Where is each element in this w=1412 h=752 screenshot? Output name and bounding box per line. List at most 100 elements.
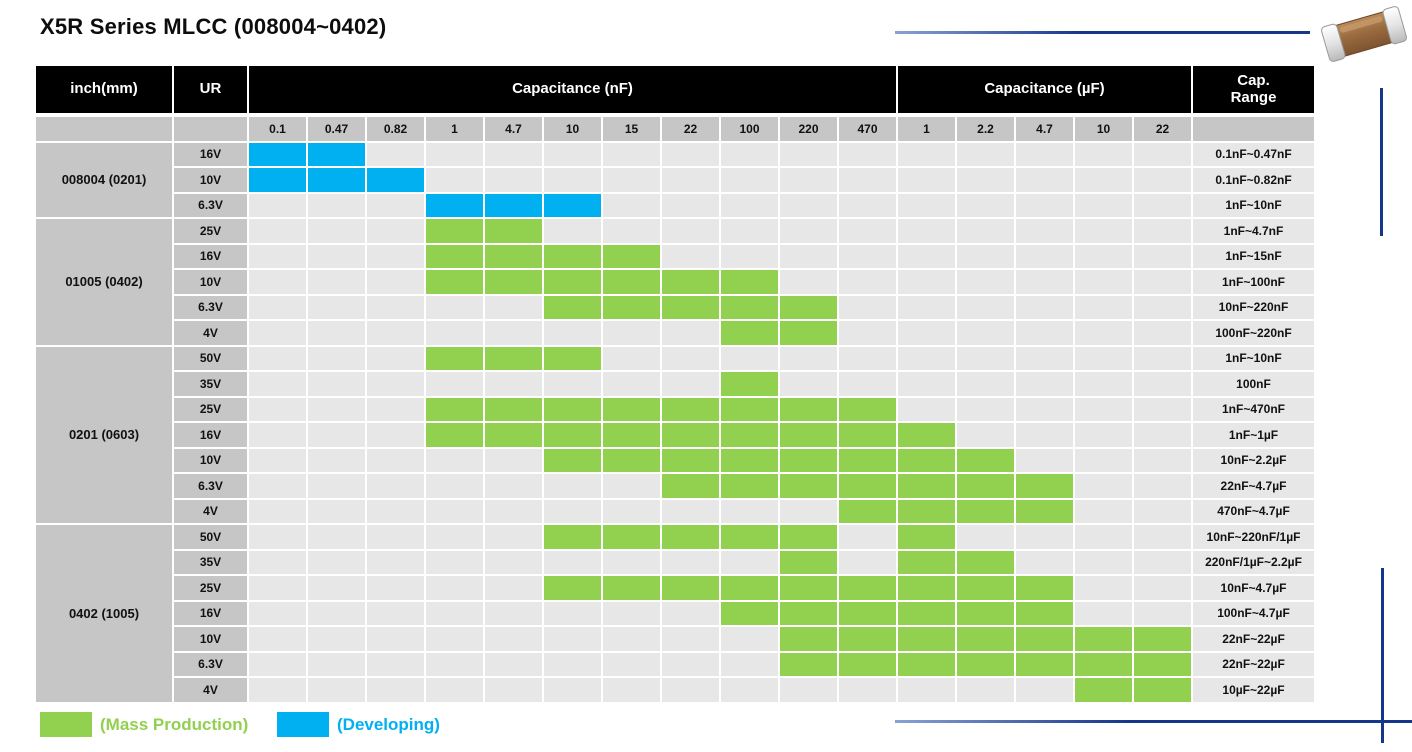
subheader-value-cell: 1 xyxy=(426,117,483,141)
cap-range-cell: 22nF~22µF xyxy=(1193,652,1314,676)
matrix-cell-mass-production xyxy=(957,448,1014,472)
matrix-cell-empty xyxy=(957,168,1014,192)
matrix-cell-empty xyxy=(544,601,601,625)
ur-cell: 10V xyxy=(174,168,247,192)
matrix-cell-mass-production xyxy=(603,423,660,447)
capacitance-table: inch(mm) UR Capacitance (nF) Capacitance… xyxy=(36,66,1314,702)
matrix-cell-empty xyxy=(367,397,424,421)
matrix-cell-empty xyxy=(485,499,542,523)
matrix-cell-mass-production xyxy=(780,627,837,651)
matrix-cell-empty xyxy=(721,627,778,651)
matrix-cell-empty xyxy=(780,142,837,166)
matrix-cell-empty xyxy=(426,295,483,319)
matrix-cell-empty xyxy=(898,397,955,421)
cap-range-cell: 0.1nF~0.82nF xyxy=(1193,168,1314,192)
matrix-cell-mass-production xyxy=(721,270,778,294)
matrix-cell-mass-production xyxy=(898,423,955,447)
matrix-cell-empty xyxy=(1016,168,1073,192)
matrix-cell-mass-production xyxy=(898,474,955,498)
legend-mass-production-swatch xyxy=(40,712,92,737)
matrix-cell-empty xyxy=(1075,193,1132,217)
cap-range-cell: 22nF~4.7µF xyxy=(1193,474,1314,498)
matrix-cell-developing xyxy=(249,168,306,192)
matrix-cell-empty xyxy=(308,397,365,421)
matrix-cell-mass-production xyxy=(898,525,955,549)
matrix-cell-empty xyxy=(1134,499,1191,523)
matrix-cell-empty xyxy=(1016,321,1073,345)
ur-cell: 16V xyxy=(174,423,247,447)
matrix-cell-empty xyxy=(249,499,306,523)
matrix-cell-empty xyxy=(957,397,1014,421)
matrix-cell-mass-production xyxy=(898,576,955,600)
matrix-cell-empty xyxy=(1075,499,1132,523)
legend-mass-production-label: (Mass Production) xyxy=(100,714,249,734)
matrix-cell-mass-production xyxy=(839,652,896,676)
matrix-cell-mass-production xyxy=(780,601,837,625)
matrix-cell-mass-production xyxy=(839,448,896,472)
matrix-cell-empty xyxy=(1016,525,1073,549)
matrix-cell-empty xyxy=(485,525,542,549)
matrix-cell-empty xyxy=(367,601,424,625)
matrix-cell-empty xyxy=(308,270,365,294)
matrix-cell-empty xyxy=(1134,525,1191,549)
matrix-cell-empty xyxy=(249,678,306,702)
matrix-cell-mass-production xyxy=(721,448,778,472)
subheader-value-cell: 10 xyxy=(1075,117,1132,141)
matrix-cell-empty xyxy=(1075,550,1132,574)
matrix-cell-empty xyxy=(839,525,896,549)
matrix-cell-mass-production xyxy=(1134,652,1191,676)
matrix-cell-empty xyxy=(544,550,601,574)
size-group-label: 008004 (0201) xyxy=(36,142,172,217)
matrix-cell-empty xyxy=(1016,270,1073,294)
matrix-cell-empty xyxy=(603,678,660,702)
matrix-cell-empty xyxy=(308,423,365,447)
matrix-cell-empty xyxy=(1075,372,1132,396)
matrix-cell-empty xyxy=(367,346,424,370)
matrix-cell-empty xyxy=(1016,423,1073,447)
matrix-cell-mass-production xyxy=(780,576,837,600)
matrix-cell-empty xyxy=(249,244,306,268)
matrix-cell-empty xyxy=(249,525,306,549)
matrix-cell-empty xyxy=(1075,423,1132,447)
matrix-cell-empty xyxy=(957,525,1014,549)
matrix-cell-empty xyxy=(249,576,306,600)
matrix-cell-developing xyxy=(367,168,424,192)
matrix-cell-empty xyxy=(1016,219,1073,243)
matrix-cell-empty xyxy=(603,601,660,625)
matrix-cell-empty xyxy=(1016,448,1073,472)
matrix-cell-mass-production xyxy=(662,397,719,421)
matrix-cell-empty xyxy=(367,193,424,217)
subheader-value-cell: 0.1 xyxy=(249,117,306,141)
matrix-cell-mass-production xyxy=(485,423,542,447)
ur-cell: 6.3V xyxy=(174,474,247,498)
matrix-cell-empty xyxy=(426,142,483,166)
matrix-cell-empty xyxy=(662,346,719,370)
matrix-cell-empty xyxy=(308,295,365,319)
matrix-cell-mass-production xyxy=(721,295,778,319)
matrix-cell-empty xyxy=(780,346,837,370)
cap-range-cell: 10nF~220nF/1µF xyxy=(1193,525,1314,549)
matrix-cell-empty xyxy=(898,219,955,243)
matrix-cell-empty xyxy=(839,270,896,294)
matrix-cell-empty xyxy=(544,219,601,243)
size-group-label: 0201 (0603) xyxy=(36,346,172,523)
matrix-cell-mass-production xyxy=(1016,652,1073,676)
matrix-cell-empty xyxy=(898,270,955,294)
matrix-cell-empty xyxy=(249,652,306,676)
matrix-cell-empty xyxy=(1134,474,1191,498)
matrix-cell-empty xyxy=(662,193,719,217)
matrix-cell-empty xyxy=(1016,244,1073,268)
cap-range-cell: 1nF~100nF xyxy=(1193,270,1314,294)
matrix-cell-empty xyxy=(1134,321,1191,345)
matrix-cell-mass-production xyxy=(1075,652,1132,676)
matrix-cell-empty xyxy=(957,678,1014,702)
matrix-cell-mass-production xyxy=(485,397,542,421)
matrix-cell-empty xyxy=(1134,397,1191,421)
matrix-cell-empty xyxy=(544,372,601,396)
matrix-cell-empty xyxy=(544,321,601,345)
header-cap-range: Cap. Range xyxy=(1193,66,1314,113)
matrix-cell-mass-production xyxy=(780,474,837,498)
matrix-cell-mass-production xyxy=(721,576,778,600)
header-capacitance-nf: Capacitance (nF) xyxy=(249,66,896,113)
matrix-cell-empty xyxy=(544,142,601,166)
